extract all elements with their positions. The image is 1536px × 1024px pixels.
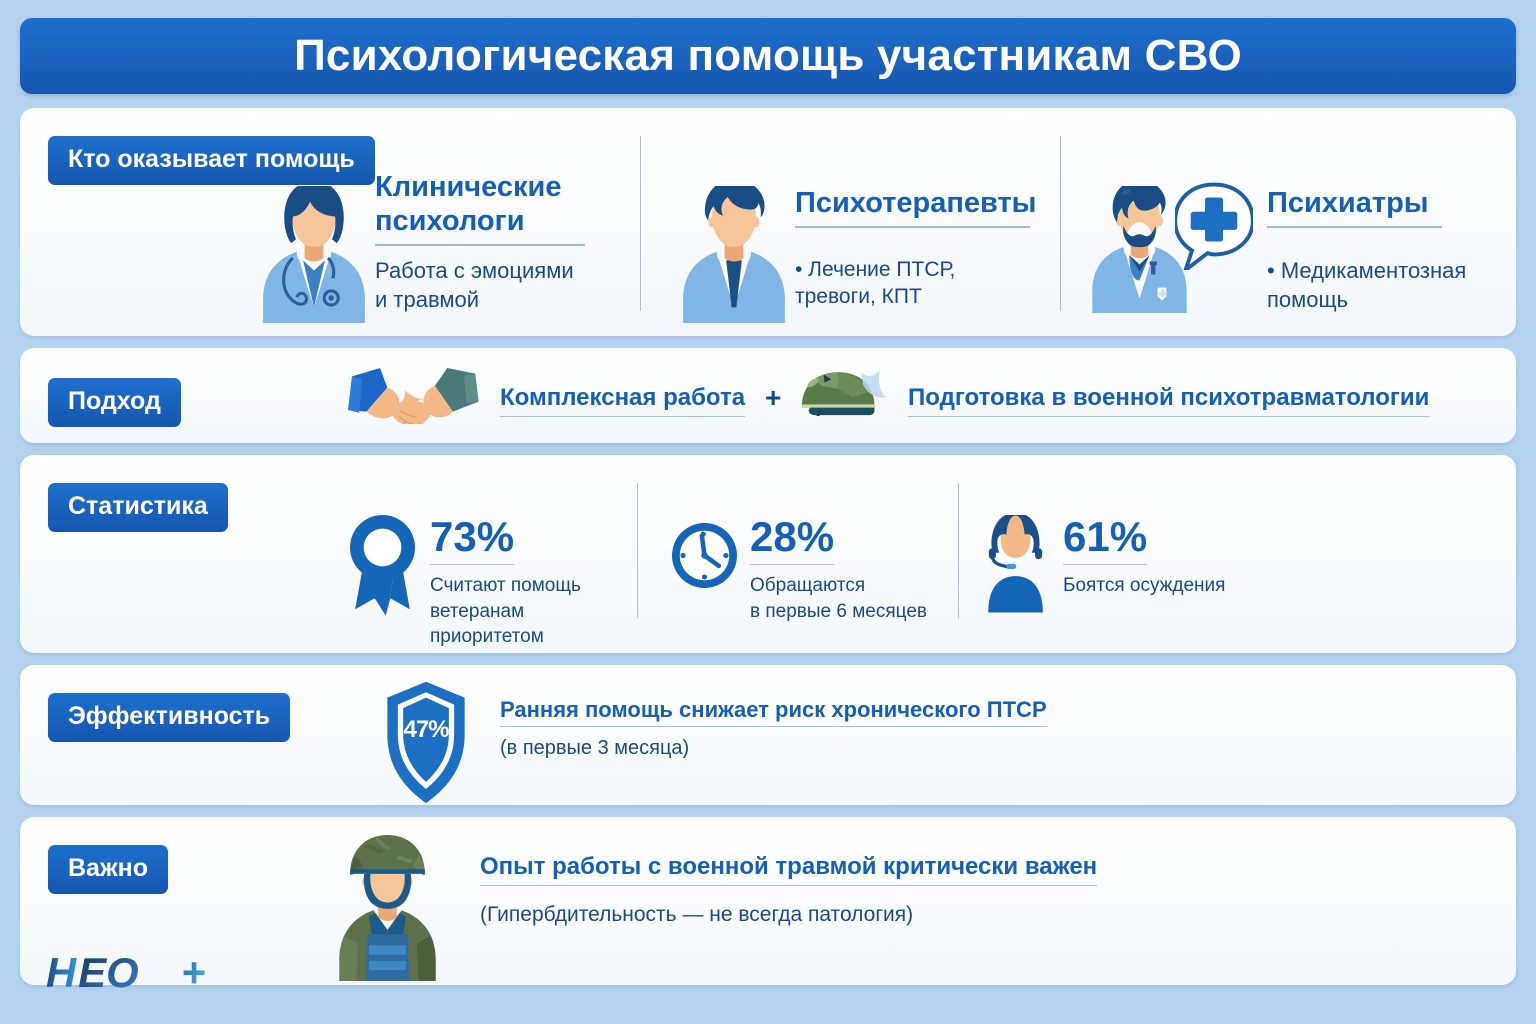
svg-text:H: H (46, 949, 77, 996)
svg-text:+: + (182, 949, 206, 996)
svg-text:EO: EO (78, 949, 138, 996)
